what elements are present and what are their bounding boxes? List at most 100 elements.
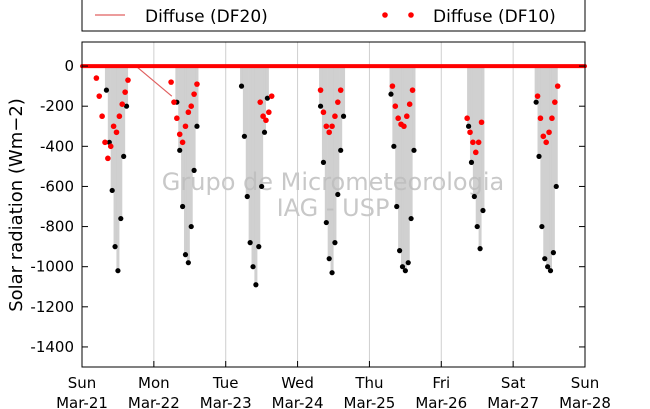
df10-point: [554, 83, 561, 89]
grid-lines: [153, 42, 514, 367]
legend: Diffuse (DF20) Diffuse (DF10): [81, 0, 586, 32]
x-tick-label-date: Mar-27: [487, 394, 539, 409]
plot-frame: [81, 41, 586, 368]
df10-point: [392, 103, 399, 109]
df10-point: [260, 113, 266, 120]
legend-label-df10: Diffuse (DF10): [433, 7, 556, 27]
df10-point: [395, 115, 401, 122]
y-tick-label: -200: [40, 97, 74, 115]
y-tick-label: -600: [40, 177, 74, 195]
global-point: [177, 147, 183, 153]
df10-point: [335, 99, 341, 105]
df10-point: [194, 81, 200, 87]
df10-point: [168, 79, 174, 85]
df10-point: [110, 123, 117, 130]
df10-point: [93, 75, 100, 81]
df10-point: [125, 77, 131, 83]
x-tick-label-date: Mar-24: [272, 394, 324, 409]
global-point: [259, 183, 265, 190]
global-point: [338, 147, 344, 153]
global-point: [247, 240, 253, 246]
y-tick-label: -400: [40, 137, 74, 155]
global-point: [244, 193, 250, 200]
global-point: [326, 256, 332, 262]
df10-point: [96, 93, 103, 99]
y-tick-label: -1000: [30, 258, 74, 276]
x-tick-label-day: Fri: [432, 374, 450, 392]
global-point: [121, 153, 127, 159]
x-tick-label-day: Thu: [354, 374, 383, 392]
global-point: [323, 219, 329, 226]
global-point: [256, 244, 262, 250]
global-point: [408, 215, 414, 222]
y-tick-label: 0: [64, 57, 74, 75]
global-point: [253, 282, 259, 288]
global-point: [480, 207, 486, 214]
global-point: [477, 246, 483, 252]
global-point: [536, 153, 542, 159]
global-point: [468, 159, 475, 165]
legend-label-df20: Diffuse (DF20): [145, 7, 268, 27]
global-point: [250, 264, 256, 270]
x-tick-label-date: Mar-23: [200, 394, 252, 409]
df10-point: [263, 117, 269, 124]
global-point: [123, 103, 130, 109]
global-point: [399, 264, 406, 270]
y-tick-label: -1200: [30, 298, 74, 316]
global-point: [545, 264, 551, 270]
y-tick-label: -1400: [30, 338, 74, 356]
df10-point: [105, 155, 111, 162]
global-point: [182, 252, 189, 258]
x-tick-label-date: Mar-21: [56, 394, 108, 409]
global-point: [547, 268, 554, 274]
global-point: [411, 147, 417, 153]
df10-point: [332, 113, 338, 120]
x-tick-label-day: Mon: [138, 374, 170, 392]
x-tick-label-day: Tue: [212, 374, 239, 392]
global-point: [103, 87, 110, 93]
df10-point: [549, 115, 555, 122]
df10-point: [188, 103, 195, 109]
global-point: [238, 83, 245, 89]
global-point: [180, 203, 186, 210]
y-axis: 0 -200 -400 -600 -800 -1000 -1200 -1400: [30, 57, 585, 356]
df10-point: [472, 149, 479, 156]
global-point: [539, 223, 545, 230]
x-tick-label-date: Mar-25: [344, 394, 396, 409]
global-point: [542, 256, 548, 262]
df10-point: [409, 87, 416, 93]
global-point: [317, 103, 324, 109]
df10-point: [470, 139, 476, 146]
global-point: [474, 223, 480, 230]
global-point: [329, 270, 335, 276]
df10-point: [401, 123, 407, 130]
legend-swatch-df10-b: [408, 12, 414, 18]
df10-point: [257, 99, 264, 105]
df10-point: [323, 123, 330, 130]
df10-point: [478, 119, 485, 126]
df10-point: [122, 89, 128, 95]
global-point: [388, 91, 394, 97]
global-point: [402, 268, 408, 274]
x-axis: Sun Mar-21 Mon Mar-22 Tue Mar-23 Wed Mar-24 Thu M…: [56, 361, 611, 409]
global-point: [118, 215, 124, 222]
df10-point: [546, 129, 552, 136]
global-point: [471, 193, 477, 200]
global-point: [188, 223, 194, 230]
global-point: [332, 240, 338, 246]
df10-point: [176, 131, 183, 138]
df10-point: [389, 83, 396, 89]
global-point: [115, 268, 121, 274]
df10-point: [337, 87, 344, 93]
x-tick-label-date: Mar-28: [559, 394, 611, 409]
global-point: [394, 203, 400, 210]
df10-point: [99, 113, 105, 120]
global-point: [261, 129, 268, 135]
x-tick-label-day: Wed: [281, 374, 314, 392]
df10-point: [191, 91, 197, 97]
df10-point: [329, 123, 335, 130]
global-point: [533, 99, 539, 105]
global-point: [241, 133, 247, 139]
df10-point: [406, 101, 413, 107]
